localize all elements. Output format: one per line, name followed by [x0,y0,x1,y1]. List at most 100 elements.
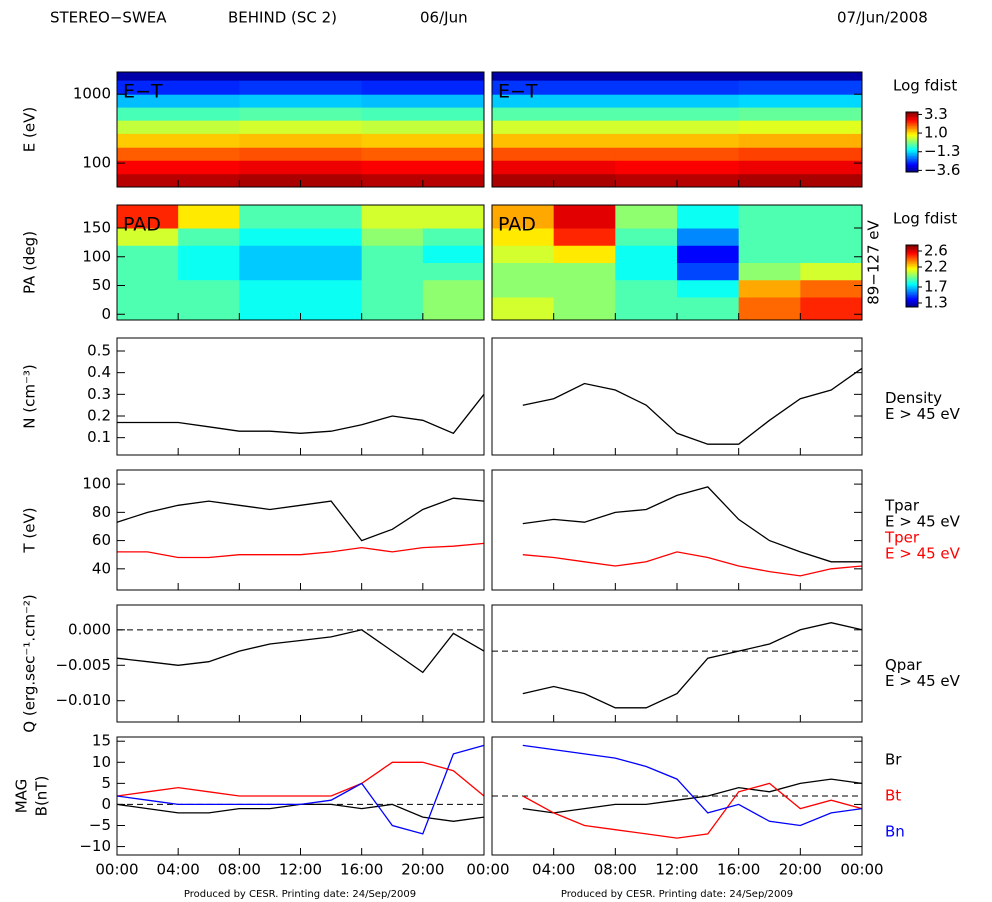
colorbar-segment [906,127,918,129]
colorbar-segment [906,119,918,122]
heatmap-cell [492,297,555,321]
heatmap-cell [800,262,863,281]
y-axis-label: E (eV) [21,107,39,152]
colorbar-frame [905,244,919,308]
legend-entry: Tper [884,529,920,547]
heatmap-cell [553,297,616,321]
heatmap-cell [117,160,240,175]
colorbar-segment [906,291,918,294]
panel-label: PAD [123,214,161,236]
colorbar-segment [906,139,918,141]
colorbar-segment [906,164,918,167]
heatmap-cell [615,279,678,298]
heatmap-cell [239,133,363,148]
colorbar-segment [906,128,918,131]
y-tick-label: 15 [92,732,111,750]
heatmap-cell [615,205,678,229]
heatmap-cell [738,107,863,121]
colorbar-segment [906,116,918,119]
heatmap-cell [239,160,363,175]
series-line [522,622,863,709]
colorbar-segment [906,282,918,285]
y-tick-label: 10 [92,753,111,771]
heatmap-cell [800,279,863,298]
legend-entry: E > 45 eV [885,545,961,563]
colorbar-segment [906,283,918,286]
colorbar-segment [906,151,918,153]
heatmap-cell [738,297,801,321]
colorbar-segment [906,252,918,255]
heatmap-cell [800,205,863,229]
x-tick-label: 12:00 [655,861,698,879]
heatmap-cell [738,262,801,281]
y-tick-label: 0.3 [87,385,111,403]
series-line [116,497,485,542]
panel-label: E−T [123,81,163,103]
heatmap-cell [361,72,485,81]
colorbar-segment [906,269,918,272]
heatmap-cell [178,297,240,321]
y-tick-label: −5 [89,816,111,834]
side-label: 89−127 eV [865,219,883,304]
y-tick-label: 1000 [73,85,111,103]
colorbar-segment [906,303,918,306]
colorbar-segment [906,154,918,156]
colorbar-segment [906,266,918,269]
legend-entry: Density [885,389,942,407]
heatmap-cell [422,262,485,281]
legend-entry: Tpar [884,497,920,515]
y-tick-label: 0.2 [87,407,111,425]
date-left: 06/Jun [420,9,468,27]
legend-entry: E > 45 eV [885,405,961,423]
colorbar-segment [906,161,918,164]
heatmap-cell [117,133,240,148]
y-axis-label: PA (deg) [21,231,39,294]
heatmap-cell [553,279,616,298]
heatmap-cell [738,147,863,161]
heatmap-cell [738,228,801,246]
series-line [522,782,863,839]
series-line [522,551,863,577]
heatmap-cell [422,297,485,321]
heatmap-cell [361,245,424,263]
y-tick-label: 100 [82,154,111,172]
heatmap-cell [117,120,240,134]
colorbar-segment [906,136,918,138]
colorbar-tick-label: 1.0 [924,124,948,142]
y-tick-label: 0.4 [87,363,111,381]
heatmap-cell [615,160,740,175]
colorbar-segment [906,125,918,128]
heatmap-cell [300,279,363,298]
heatmap-cell [239,279,301,298]
colorbar-segment [906,133,918,135]
colorbar-segment [906,300,918,303]
heatmap-cell [361,160,485,175]
heatmap-cell [492,133,616,148]
y-axis-label: T (eV) [21,507,39,553]
y-axis-label: N (cm⁻³) [21,364,39,428]
colorbar-segment [906,166,918,168]
legend-entry: Br [885,751,902,769]
y-tick-label: 60 [92,531,111,549]
heatmap-cell [615,80,740,95]
colorbar-segment [906,255,918,258]
heatmap-cell [422,279,485,298]
colorbar-segment [906,305,918,308]
heatmap-cell [615,245,678,263]
colorbar-segment [906,293,918,296]
colorbar-title: Log fdist [893,210,957,228]
heatmap-cell [800,228,863,246]
heatmap-cell [738,205,801,229]
x-tick-label: 08:00 [594,861,637,879]
heatmap-cell [492,72,616,81]
heatmap-cell [117,228,179,246]
colorbar-segment [906,169,918,171]
colorbar-segment [906,258,918,261]
heatmap-cell [615,147,740,161]
heatmap-cell [178,205,240,229]
heatmap-cell [492,228,555,246]
y-tick-label: 0 [101,795,111,813]
heatmap-cell [615,72,740,81]
date-right: 07/Jun/2008 [837,9,928,27]
